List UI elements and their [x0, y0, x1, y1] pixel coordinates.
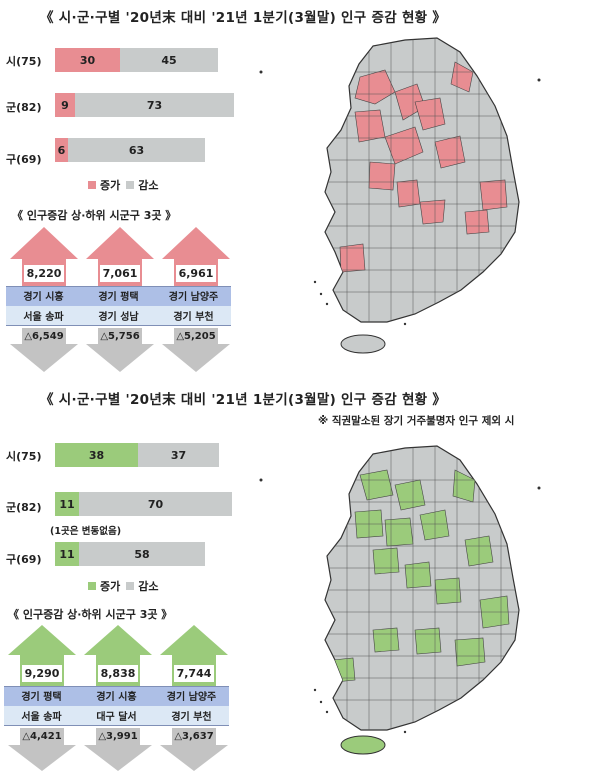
p2-rank-block: 9,290 8,838 7,744 경기 평택 경기 시흥 경기 남양주 서울 …	[4, 625, 229, 771]
p1-bar-increase-2: 6	[55, 138, 68, 162]
p2-row-label-0: 시(75)	[6, 450, 42, 463]
p1-top-name-0: 경기 시흥	[23, 292, 64, 303]
p1-top-name-2: 경기 남양주	[168, 292, 219, 303]
p2-bar-note: (1곳은 변동없음)	[50, 526, 122, 537]
p2-bar-increase-1: 11	[55, 492, 79, 516]
p1-row-label-2: 구(69)	[6, 153, 42, 166]
p2-bottom-value-0: △4,421	[22, 730, 62, 742]
p1-top-value-2: 6,961	[176, 265, 216, 282]
p2-top-name-1: 경기 시흥	[96, 692, 137, 703]
map2-jeju	[340, 735, 386, 755]
p1-legend-increase: 증가	[100, 179, 121, 192]
p1-topbottom-title: 《 인구증감 상·하위 시군구 3곳 》	[12, 209, 177, 222]
p2-down-arrow-0	[8, 728, 76, 771]
p2-bottom-name-1: 대구 달서	[96, 712, 137, 723]
p2-top-name-2: 경기 남양주	[166, 692, 217, 703]
p1-bottom-names-row	[6, 306, 231, 326]
p2-bar-decrease-0: 37	[138, 443, 219, 467]
p1-bottom-name-0: 서울 송파	[23, 312, 64, 323]
p1-down-arrow-2	[162, 328, 230, 372]
p2-bottom-name-2: 경기 부천	[171, 712, 212, 723]
p1-bar-increase-0: 30	[55, 48, 120, 72]
p1-top-names-row	[6, 286, 231, 306]
p1-top-name-1: 경기 평택	[98, 292, 139, 303]
map-icon	[259, 445, 541, 755]
p1-down-arrow-0	[10, 328, 78, 372]
p2-bottom-names-row	[4, 706, 229, 726]
p1-legend-decrease: 감소	[138, 179, 159, 192]
p2-top-value-0: 9,290	[22, 665, 62, 682]
p1-bar-decrease-2: 63	[68, 138, 205, 162]
map1-jeju	[340, 334, 386, 354]
p2-bottom-name-0: 서울 송파	[21, 712, 62, 723]
p2-down-arrow-2	[160, 728, 228, 771]
p2-legend: 증가 감소	[88, 578, 159, 594]
p1-bar-decrease-1: 73	[75, 93, 234, 117]
p2-legend-decrease-swatch	[126, 582, 135, 590]
p2-legend-increase: 증가	[100, 580, 121, 593]
p1-legend-increase-swatch	[88, 181, 96, 189]
p2-legend-decrease: 감소	[138, 580, 159, 593]
p2-topbottom-title: 《 인구증감 상·하위 시군구 3곳 》	[8, 608, 173, 621]
p2-top-name-0: 경기 평택	[21, 692, 62, 703]
p2-top-value-1: 8,838	[98, 665, 138, 682]
map-icon	[259, 37, 541, 354]
panel1-bar-chart: 시(75) 군(82) 구(69) 30 45 9 73 6 63	[0, 40, 250, 190]
p1-bottom-name-2: 경기 부천	[173, 312, 214, 323]
p2-down-arrow-1	[84, 728, 152, 771]
p1-legend: 증가 감소	[88, 177, 159, 193]
p2-top-value-2: 7,744	[174, 665, 214, 682]
p2-bar-decrease-1: 70	[79, 492, 232, 516]
p1-row-label-0: 시(75)	[6, 55, 42, 68]
panel2-title: 《 시·군·구별 '20년末 대비 '21년 1분기(3월말) 인구 증감 현황…	[40, 392, 447, 408]
p1-legend-decrease-swatch	[126, 181, 135, 189]
p2-top-names-row	[4, 686, 229, 706]
p1-bottom-value-0: △6,549	[24, 330, 64, 342]
p1-bottom-name-1: 경기 성남	[98, 312, 139, 323]
p1-rank-block: 8,220 7,061 6,961 경기 시흥 경기 평택 경기 남양주 서울 …	[6, 226, 231, 376]
p1-row-label-1: 군(82)	[6, 101, 42, 114]
p2-row-label-1: 군(82)	[6, 501, 42, 514]
p1-bar-increase-1: 9	[55, 93, 75, 117]
p1-bottom-value-2: △5,205	[176, 330, 216, 342]
map1-mainland	[324, 37, 520, 323]
p2-bar-increase-2: 11	[55, 542, 79, 566]
p2-bottom-value-2: △3,637	[174, 730, 214, 742]
p1-top-value-1: 7,061	[100, 265, 140, 282]
p2-row-label-2: 구(69)	[6, 553, 42, 566]
panel2-bar-chart: 시(75) 군(82) 구(69) 38 37 11 70 11 58	[0, 441, 250, 591]
p1-bar-decrease-0: 45	[120, 48, 218, 72]
p2-bottom-value-1: △3,991	[98, 730, 138, 742]
p1-down-arrow-1	[86, 328, 154, 372]
p2-bar-decrease-2: 58	[79, 542, 205, 566]
panel1-title: 《 시·군·구별 '20년末 대비 '21년 1분기(3월말) 인구 증감 현황…	[40, 10, 447, 26]
p2-legend-increase-swatch	[88, 582, 96, 590]
p1-bottom-value-1: △5,756	[100, 330, 140, 342]
panel2-note: ※ 직권말소된 장기 거주불명자 인구 제외 시	[318, 415, 515, 427]
p1-top-value-0: 8,220	[24, 265, 64, 282]
p2-bar-increase-0: 38	[55, 443, 138, 467]
